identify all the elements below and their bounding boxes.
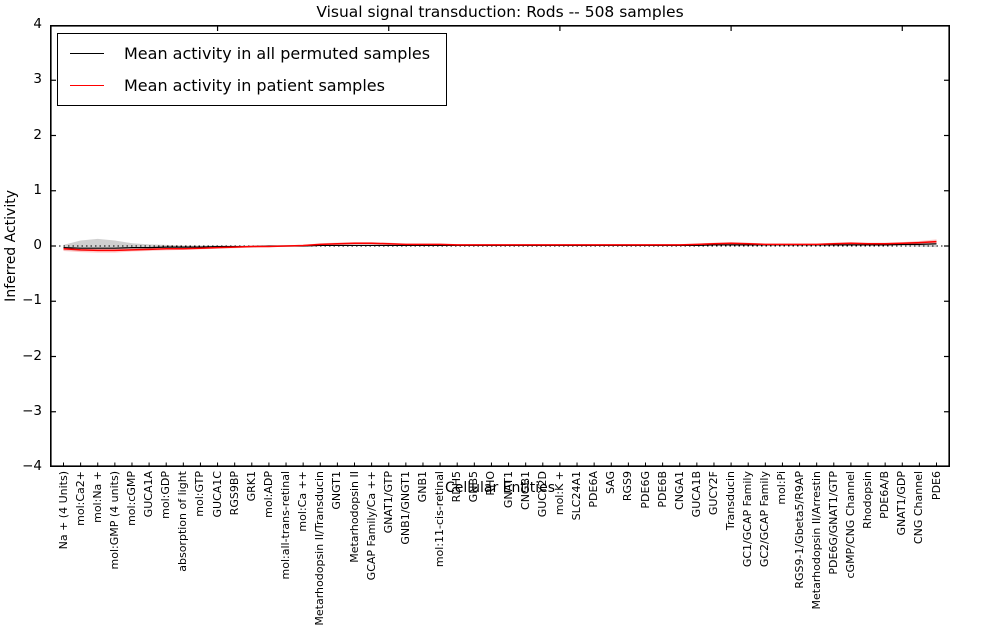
- line-patient: [63, 240, 937, 252]
- y-axis-tick-label: 2: [33, 126, 42, 143]
- chart-title: Visual signal transduction: Rods -- 508 …: [316, 3, 684, 21]
- legend-row-patient: Mean activity in patient samples: [70, 73, 430, 98]
- band-patient: [63, 239, 937, 253]
- legend: Mean activity in all permuted samples Me…: [57, 33, 448, 106]
- x-axis-category-label: mol:Na +: [90, 471, 104, 523]
- y-axis-tick-label: 4: [33, 16, 42, 32]
- y-axis-tick-label: 0: [33, 237, 42, 253]
- legend-label-permuted: Mean activity in all permuted samples: [124, 44, 431, 63]
- y-axis-tick-label: −4: [22, 458, 42, 474]
- y-axis-tick-label: −1: [22, 292, 42, 309]
- legend-line-permuted-icon: [70, 53, 104, 54]
- legend-line-patient-icon: [70, 85, 104, 86]
- y-axis-tick-label: 1: [33, 181, 42, 198]
- x-axis-label: Cellular Entities: [444, 480, 556, 496]
- y-axis-tick-label: −2: [22, 347, 42, 364]
- legend-label-patient: Mean activity in patient samples: [124, 76, 385, 95]
- plot-svg: [50, 25, 950, 467]
- legend-row-permuted: Mean activity in all permuted samples: [70, 41, 430, 66]
- plot-area: Mean activity in all permuted samples Me…: [50, 25, 950, 467]
- y-axis-tick-label: 3: [33, 71, 42, 88]
- y-axis-tick-label: −3: [22, 402, 42, 419]
